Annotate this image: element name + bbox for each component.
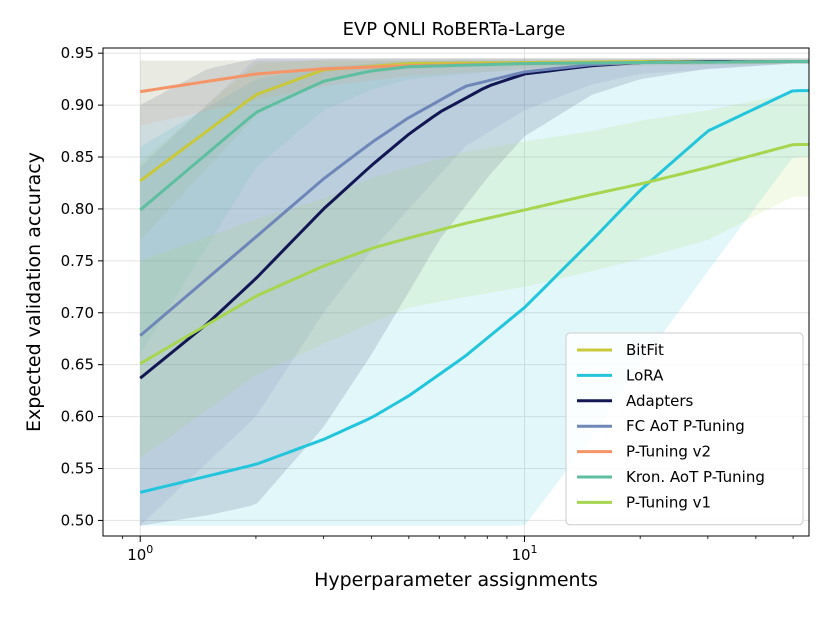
series-line-6 [139,143,809,365]
x-tick-label: 100 [127,543,153,564]
series-line-5 [139,60,809,212]
y-tick-label: 0.70 [61,304,94,322]
y-tick-label: 0.50 [61,511,94,529]
y-tick-label: 0.55 [61,460,94,478]
y-tick-label: 0.60 [61,408,94,426]
x-tick-label: 101 [511,543,537,564]
grid [103,48,809,536]
y-tick-label: 0.75 [61,252,94,270]
legend-label: Adapters [626,392,694,410]
y-axis-label: Expected validation accuracy [23,152,45,432]
axis-ticks: 0.50 0.55 0.60 0.65 0.70 0.75 0.80 0.85 0.90 0.95… [61,44,794,564]
band-3 [140,58,810,526]
legend: BitFit LoRA Adapters FC AoT P-Tuning P-Tunin… [565,332,804,526]
legend-label: Kron. AoT P-Tuning [626,468,765,486]
band-1 [140,60,810,526]
legend-label: P-Tuning v1 [626,493,711,511]
legend-label: FC AoT P-Tuning [626,417,745,435]
y-tick-label: 0.65 [61,356,94,374]
y-tick-label: 0.80 [61,200,94,218]
legend-label: P-Tuning v2 [626,443,711,461]
series-lines [139,60,809,494]
x-axis-label: Hyperparameter assignments [314,569,598,591]
legend-box [565,332,804,526]
legend-label: BitFit [626,341,664,359]
band-2 [140,58,810,526]
plot-frame [102,47,810,537]
chart-title: EVP QNLI RoBERTa-Large [343,19,566,40]
y-tick-label: 0.85 [61,148,94,166]
series-line-1 [139,89,809,494]
y-tick-label: 0.95 [61,44,94,62]
y-tick-label: 0.90 [61,96,94,114]
band-5 [140,60,810,355]
legend-label: LoRA [626,366,664,384]
